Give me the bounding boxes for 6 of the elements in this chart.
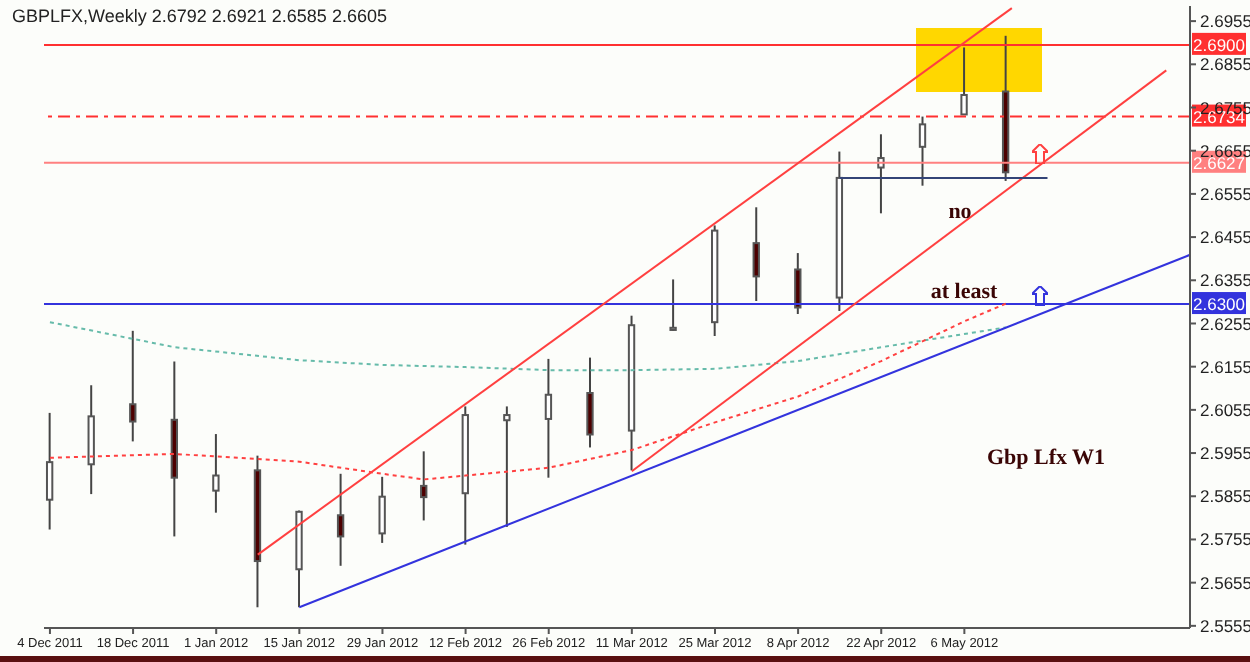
annotation: at least <box>930 280 998 304</box>
annotation: Gbp Lfx W1 <box>986 446 1106 470</box>
annotation: no <box>948 200 972 224</box>
chart-title: GBPLFX,Weekly 2.6792 2.6921 2.6585 2.6605 <box>12 6 387 26</box>
ref-line-label: 2.6900 <box>1193 34 1246 55</box>
ref-line-label: 2.6300 <box>1193 294 1246 315</box>
